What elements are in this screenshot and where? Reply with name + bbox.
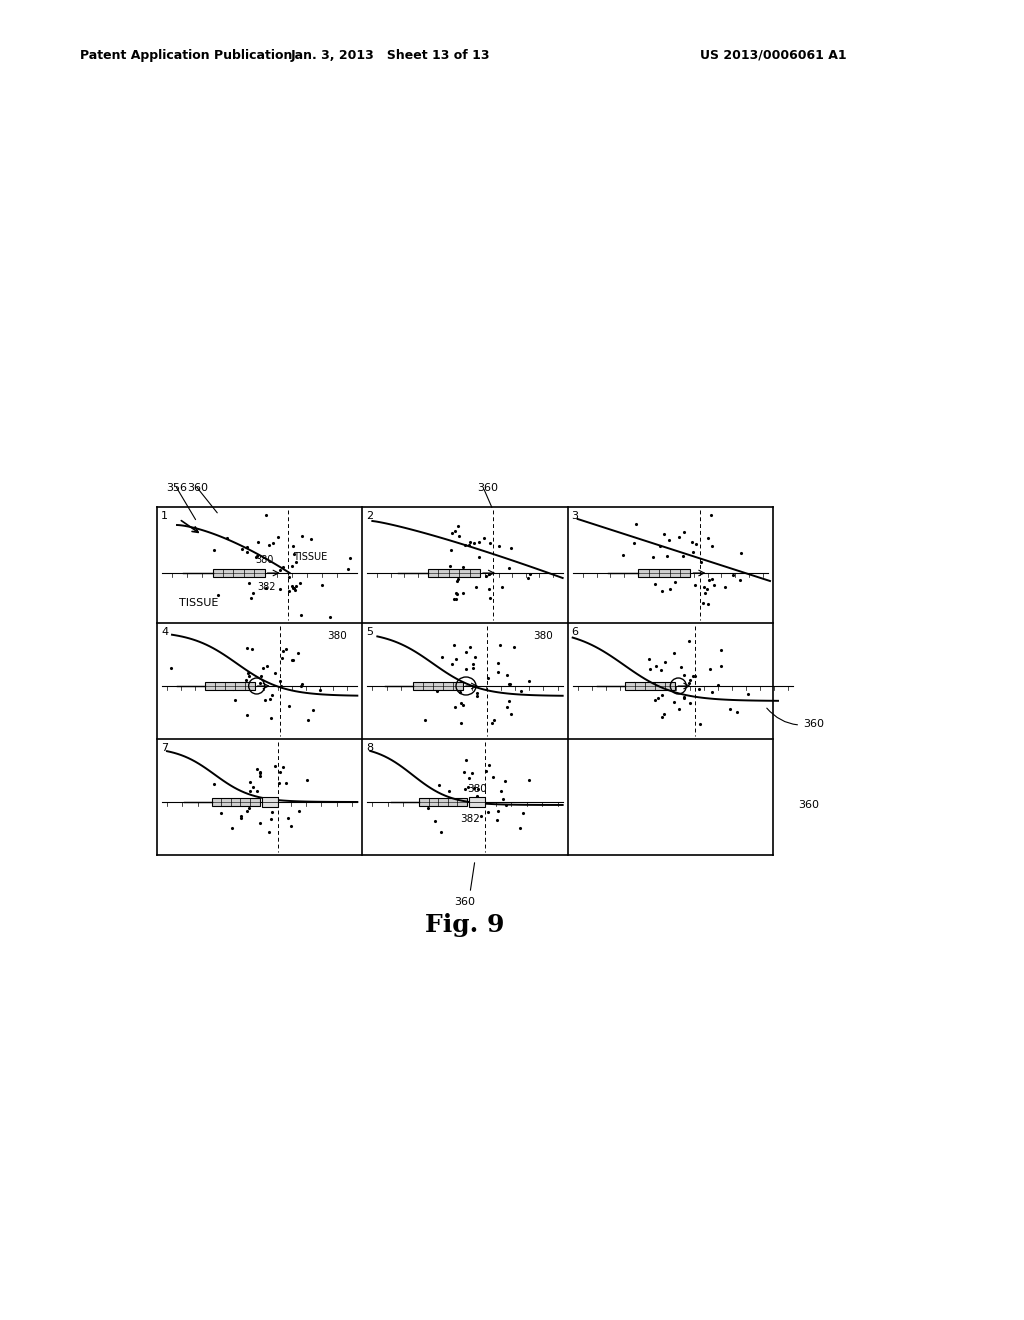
Bar — [413, 682, 463, 690]
Text: 1: 1 — [161, 511, 168, 521]
Bar — [212, 799, 260, 807]
Text: 380: 380 — [256, 554, 274, 565]
Text: 380: 380 — [467, 784, 486, 795]
Text: 382: 382 — [460, 814, 480, 824]
Text: 380: 380 — [328, 631, 347, 642]
Text: 360: 360 — [477, 483, 498, 492]
Text: 6: 6 — [571, 627, 579, 638]
Text: 360: 360 — [798, 800, 819, 810]
Text: 380: 380 — [532, 631, 552, 642]
Text: 8: 8 — [367, 743, 374, 752]
Bar — [213, 569, 264, 577]
Text: 4: 4 — [161, 627, 168, 638]
Text: 2: 2 — [367, 511, 374, 521]
Bar — [262, 797, 278, 807]
Bar — [205, 682, 255, 690]
Text: 360: 360 — [767, 708, 824, 729]
Text: Fig. 9: Fig. 9 — [425, 913, 505, 937]
Text: Jan. 3, 2013   Sheet 13 of 13: Jan. 3, 2013 Sheet 13 of 13 — [290, 49, 489, 62]
Bar — [428, 569, 480, 577]
Bar — [638, 569, 690, 577]
Bar — [419, 799, 467, 807]
Text: Patent Application Publication: Patent Application Publication — [80, 49, 293, 62]
Text: 382: 382 — [258, 582, 276, 591]
Text: 3: 3 — [571, 511, 579, 521]
Text: US 2013/0006061 A1: US 2013/0006061 A1 — [700, 49, 847, 62]
Text: 5: 5 — [367, 627, 374, 638]
Bar — [626, 682, 676, 690]
Bar — [469, 797, 485, 807]
Text: TISSUE: TISSUE — [293, 552, 327, 562]
Text: 360: 360 — [455, 898, 475, 907]
Text: 7: 7 — [161, 743, 168, 752]
Text: 360: 360 — [187, 483, 208, 492]
Text: 356: 356 — [166, 483, 187, 492]
Text: TISSUE: TISSUE — [179, 598, 218, 609]
